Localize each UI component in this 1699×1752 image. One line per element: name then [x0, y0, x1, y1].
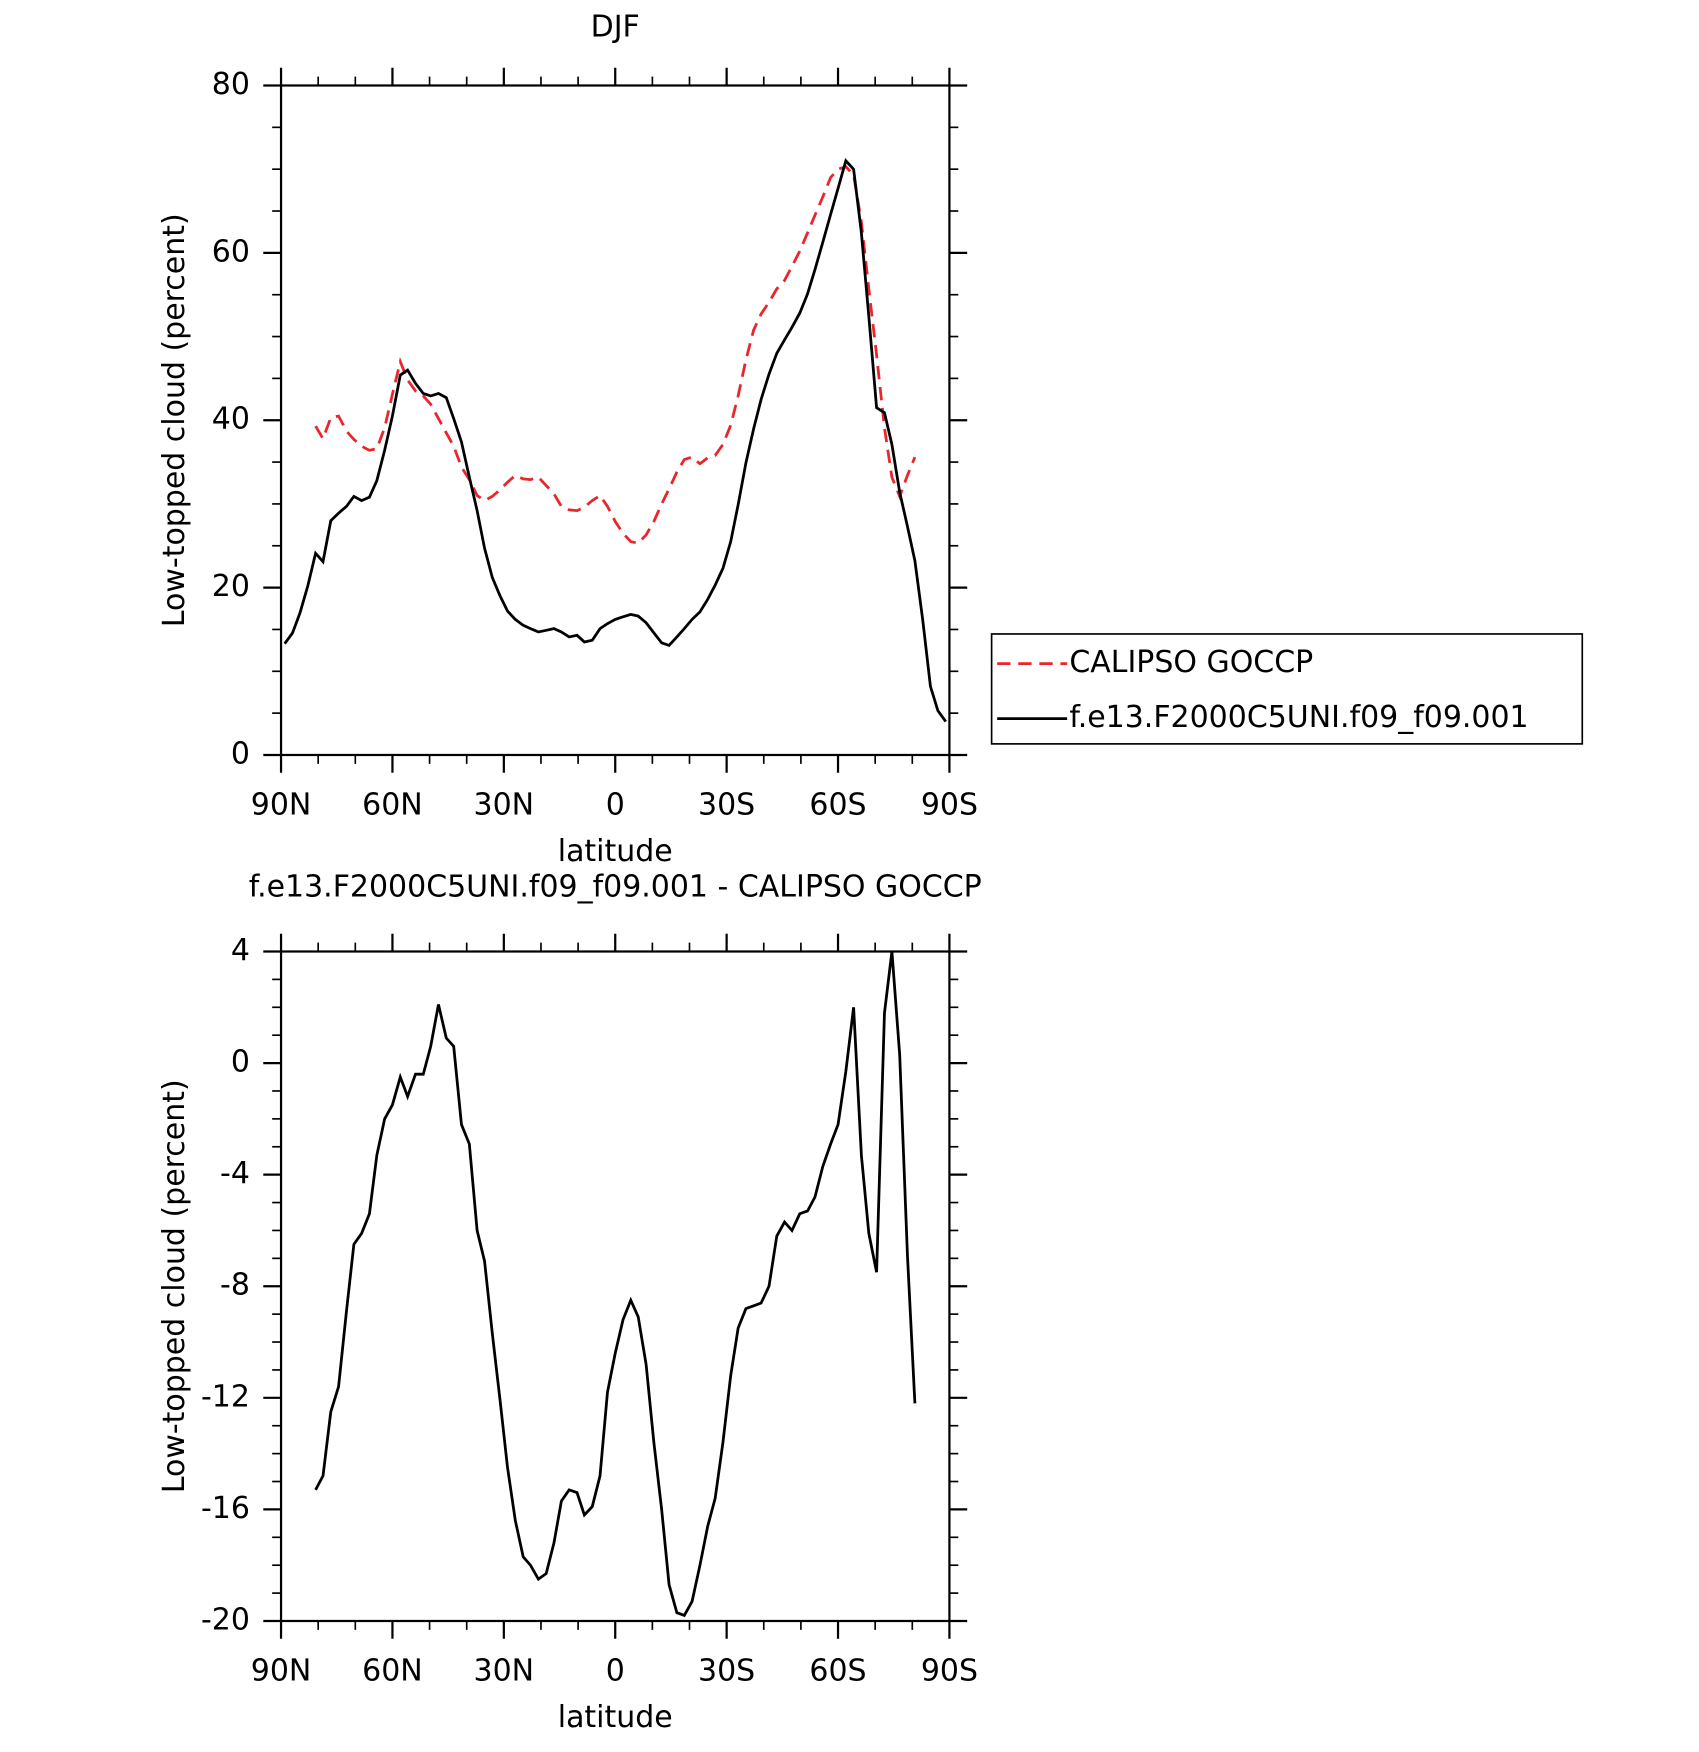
- plot-frame: [279, 84, 951, 757]
- data-line: [283, 157, 947, 723]
- x-tick-label: 0: [606, 788, 625, 823]
- x-tick-label: 0: [606, 1654, 625, 1689]
- y-tick-label: 40: [212, 402, 250, 437]
- x-tick-label: 60S: [809, 1654, 866, 1689]
- x-tick-label: 60N: [362, 788, 423, 823]
- y-axis-label: Low-topped cloud (percent): [157, 1079, 192, 1493]
- legend-label: f.e13.F2000C5UNI.f09_f09.001: [1069, 700, 1528, 735]
- y-tick-label: 80: [212, 67, 250, 102]
- data-line: [314, 951, 917, 1618]
- x-tick-label: 60S: [809, 788, 866, 823]
- legend-label: CALIPSO GOCCP: [1069, 645, 1313, 680]
- y-tick-label: -8: [220, 1268, 250, 1303]
- y-tick-label: 60: [212, 234, 250, 269]
- y-tick-label: 0: [231, 736, 250, 771]
- x-axis-label: latitude: [558, 1700, 673, 1735]
- chart-title: DJF: [591, 9, 640, 44]
- y-tick-label: 20: [212, 569, 250, 604]
- y-axis-label: Low-topped cloud (percent): [157, 213, 192, 627]
- legend-box: [990, 633, 1584, 745]
- x-tick-label: 60N: [362, 1654, 423, 1689]
- x-tick-label: 30S: [698, 1654, 755, 1689]
- y-tick-label: 4: [231, 933, 250, 968]
- data-line: [314, 165, 917, 545]
- x-tick-label: 90N: [251, 788, 312, 823]
- x-tick-label: 90S: [921, 1654, 978, 1689]
- x-tick-label: 30S: [698, 788, 755, 823]
- x-axis-label: latitude: [558, 834, 673, 869]
- y-tick-label: -12: [201, 1379, 250, 1414]
- y-tick-label: -16: [201, 1491, 250, 1526]
- y-tick-label: -4: [220, 1156, 250, 1191]
- x-tick-label: 90N: [251, 1654, 312, 1689]
- chart-title: f.e13.F2000C5UNI.f09_f09.001 - CALIPSO G…: [249, 870, 982, 905]
- x-tick-label: 30N: [474, 1654, 535, 1689]
- x-tick-label: 90S: [921, 788, 978, 823]
- y-tick-label: 0: [231, 1045, 250, 1080]
- x-tick-label: 30N: [474, 788, 535, 823]
- legend: CALIPSO GOCCP f.e13.F2000C5UNI.f09_f09.00…: [990, 633, 1584, 745]
- y-tick-label: -20: [201, 1602, 250, 1637]
